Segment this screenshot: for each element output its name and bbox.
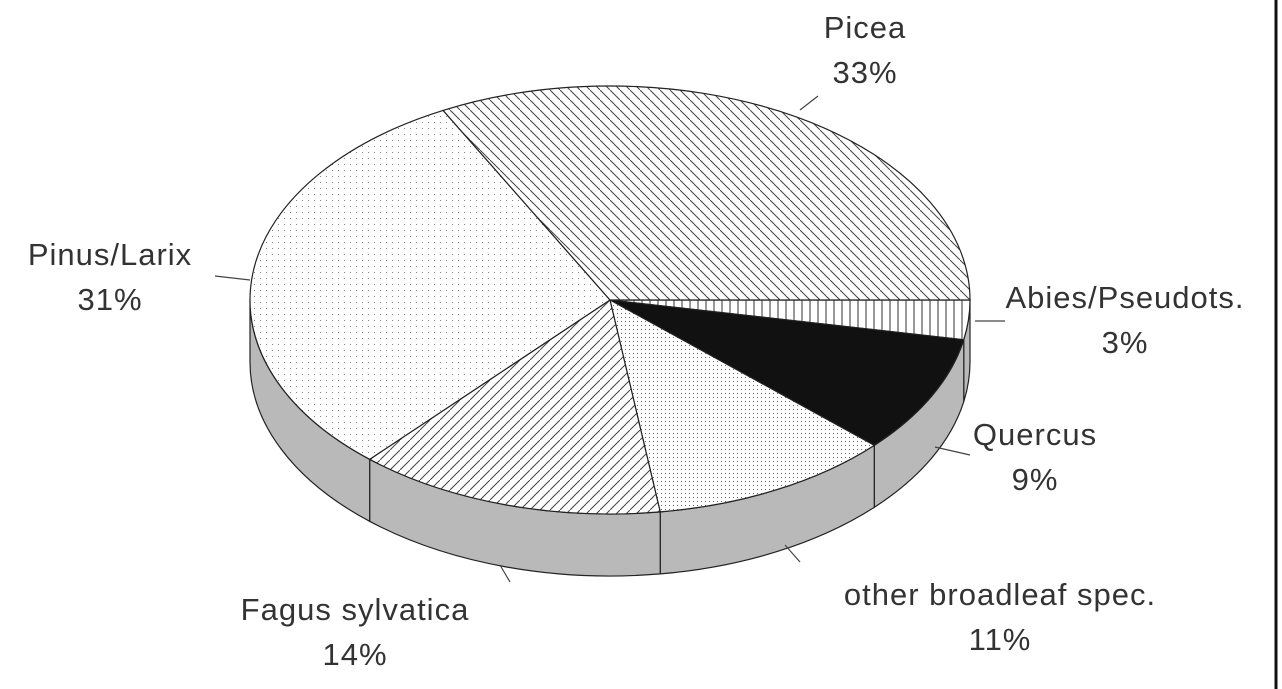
slice-label: Picea (824, 10, 907, 45)
slice-value-label: 3% (1102, 325, 1149, 360)
slice (368, 299, 661, 515)
leader-line (499, 564, 511, 583)
slice-label: other broadleaf spec. (844, 577, 1156, 612)
slice-value-label: 11% (969, 622, 1032, 657)
slice-label: Quercus (973, 417, 1097, 452)
leader-line (214, 275, 251, 281)
slice-value-label: 31% (77, 282, 142, 317)
labels: Abies/Pseudots. 3% Quercus 9% other broadlea… (28, 10, 1244, 672)
leader-line (934, 446, 971, 456)
slice (442, 85, 971, 301)
slice-label: Pinus/Larix (28, 237, 192, 272)
leader-line (799, 95, 819, 111)
slice-label: Fagus sylvatica (241, 592, 470, 627)
sides (249, 299, 971, 577)
leader-line (784, 544, 801, 563)
tops (249, 85, 971, 515)
slice-value-label: 14% (322, 637, 387, 672)
slice-value-label: 33% (832, 55, 897, 90)
slice (249, 109, 611, 461)
slice-label: Abies/Pseudots. (1005, 280, 1244, 315)
slice (609, 298, 876, 513)
slice-value-label: 9% (1012, 462, 1059, 497)
slice (609, 299, 965, 447)
